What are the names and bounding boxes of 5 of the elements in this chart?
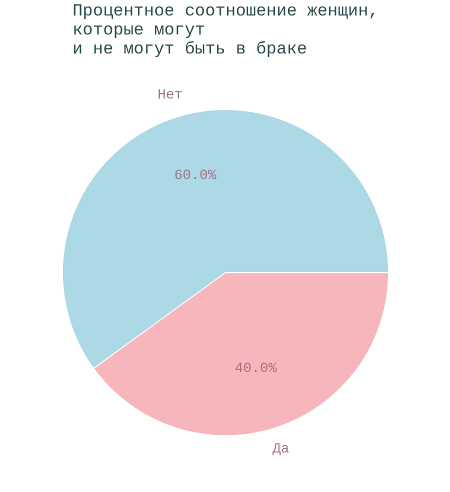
data-label: 60.0% [174,168,217,184]
chart-title: Процентное соотношение женщин, которые могут и не могут быть в браке [72,2,379,60]
data-label: 40.0% [234,361,278,378]
slice-label: Да [272,442,290,458]
slice-label: Нет [157,88,183,104]
